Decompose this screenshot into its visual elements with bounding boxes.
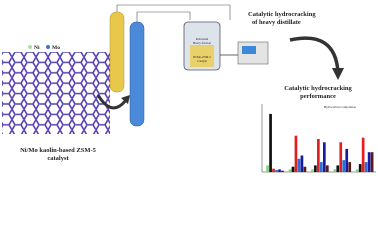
reactor-label: Heavy fraction xyxy=(193,41,211,45)
bar xyxy=(320,162,323,172)
bar xyxy=(275,170,278,172)
bar xyxy=(336,165,340,172)
bar xyxy=(361,137,365,172)
bar xyxy=(278,169,281,172)
reactor-liquid xyxy=(190,45,214,67)
arrow-head xyxy=(332,68,344,80)
bar xyxy=(269,113,272,172)
bar xyxy=(367,152,371,172)
inset-chart: Hydrocarbon Composition xyxy=(261,104,376,173)
performance-title: Catalytic hydrocracking xyxy=(284,85,352,92)
bar xyxy=(314,165,317,172)
mo-dot xyxy=(46,45,50,49)
bar xyxy=(364,162,368,172)
gas-line xyxy=(116,4,231,22)
bar xyxy=(288,169,292,172)
arrow xyxy=(289,36,340,73)
controller-screen xyxy=(242,46,256,54)
gas-cylinder xyxy=(109,11,125,93)
bar xyxy=(345,148,349,172)
legend-ni: Ni xyxy=(34,45,40,51)
bar xyxy=(281,170,284,172)
bar xyxy=(294,135,298,172)
bar xyxy=(297,158,301,172)
bar xyxy=(291,166,295,172)
reactor-label: Catalyst xyxy=(197,59,207,63)
bar xyxy=(317,139,320,172)
reactor-label: Petroleum xyxy=(196,37,209,41)
bar xyxy=(303,166,307,172)
arrow xyxy=(96,94,128,110)
bar xyxy=(272,168,275,172)
ni-dot xyxy=(28,45,32,49)
bar xyxy=(339,142,343,172)
chart-title: Hydrocarbon Composition xyxy=(324,105,357,109)
bar xyxy=(358,164,362,172)
bar xyxy=(266,165,269,172)
bar xyxy=(300,155,304,172)
bar xyxy=(342,160,346,172)
zeolite-lattice xyxy=(2,52,110,134)
process-title: of heavy distillate xyxy=(252,19,301,26)
bar xyxy=(333,169,337,172)
arrow-head xyxy=(121,95,130,104)
catalyst-caption: Ni/Mo kaolin-based ZSM-5 xyxy=(20,147,97,154)
performance-title: performance xyxy=(300,93,336,100)
bar xyxy=(311,169,314,172)
process-title: Catalytic hydrocracking xyxy=(248,11,316,18)
gas-cylinder xyxy=(129,21,145,127)
reactor-label: Ni/Mo-ZSM-5 xyxy=(193,55,211,59)
bar xyxy=(370,152,374,172)
legend-mo: Mo xyxy=(52,45,60,51)
catalyst-caption: catalyst xyxy=(47,155,69,162)
graphical-abstract: Ni Mo Ni/Mo kaolin-based ZSM-5 catalyst … xyxy=(2,4,376,173)
bar xyxy=(325,165,329,172)
bar xyxy=(348,162,352,172)
bar xyxy=(322,142,326,172)
bar xyxy=(355,169,359,172)
